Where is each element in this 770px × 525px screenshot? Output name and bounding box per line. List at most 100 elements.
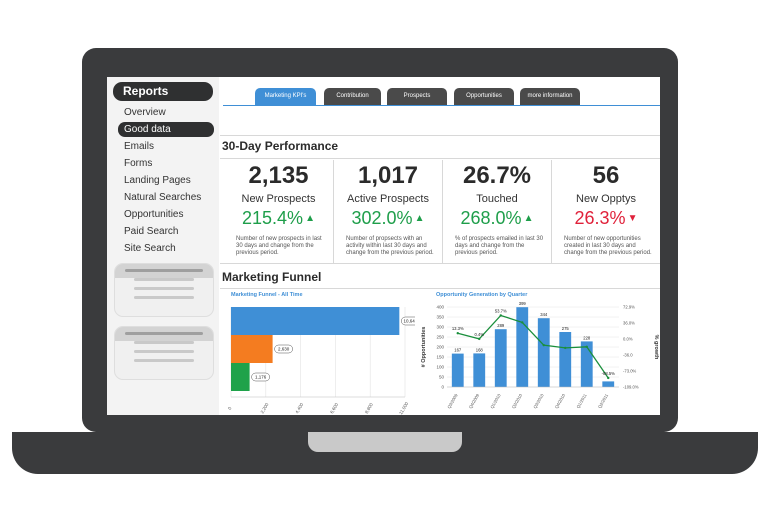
x-tick-label: 11,000 [398,401,409,415]
kpi-value: 26.7% [462,162,532,189]
kpi-card: 26.7% Touched 268.0% ▲ % of prospects emaile… [443,160,552,263]
data-label-box [401,316,415,326]
x-tick-label: Q2/2010 [511,392,524,409]
funnel-bar [231,363,250,391]
growth-value-label: 53.7% [495,308,507,313]
kpi-change: 26.3% ▼ [574,208,638,228]
bar [559,332,572,387]
growth-point [521,321,524,324]
kpi-value: 2,135 [248,162,309,189]
kpi-change: 302.0% ▲ [351,208,425,228]
y-tick-label: 250 [436,335,444,340]
bar-value-label: 399 [519,301,527,306]
data-label-box [251,372,270,382]
x-tick-label: Q3/2009 [446,392,459,409]
growth-point [564,346,567,350]
tab-contribution[interactable]: Contribution [324,88,381,105]
divider [220,288,660,289]
y2-tick-label: 0.0% [623,337,633,342]
x-tick-label: 4,400 [294,402,304,415]
x-tick-label: Q3/2010 [532,392,545,409]
kpi-card: 1,017 Active Prospects 302.0% ▲ Number of pr… [334,160,443,263]
bar [473,353,486,387]
funnel-bar [231,307,400,335]
sidebar-item-forms[interactable]: Forms [124,158,153,169]
sidebar-item-landing-pages[interactable]: Landing Pages [124,175,191,186]
growth-value-label: 13.3% [452,326,464,331]
funnel-bar [231,335,273,363]
y-tick-label: 350 [436,315,444,320]
bar-value-label: 289 [497,323,505,328]
bar [494,329,507,387]
kpi-label: New Prospects [241,193,316,205]
kpi-description: Number of new opportunities created in l… [564,236,652,256]
kpi-description: Number of propsects with an activity wit… [346,236,434,256]
kpi-value: 1,017 [357,162,419,189]
sidebar-card-2 [114,326,214,380]
kpi-description: Number of new prospects in last 30 days … [236,236,322,256]
sidebar-item-paid-search[interactable]: Paid Search [124,226,179,237]
y-tick-label: 200 [436,345,444,350]
divider [220,263,660,264]
kpi-label: Touched [476,193,518,205]
data-label-box [274,344,293,354]
opportunity-chart-title: Opportunity Generation by Quarter [436,292,528,298]
y-tick-label: 150 [436,355,444,360]
sidebar-item-good-data[interactable]: Good data [118,122,214,137]
data-label: 1,176 [255,375,267,380]
sidebar: Reports Overview Good data Emails Forms Land… [107,77,219,415]
x-tick-label: Q1/2010 [489,392,502,409]
kpi-description: % of prospects emailed in last 30 days a… [455,236,544,256]
y2-tick-label: -109.0% [623,385,639,390]
growth-point [542,343,545,347]
growth-point [585,345,588,349]
sidebar-title: Reports [113,82,213,101]
y-axis-label: # Opportunities [421,327,427,368]
bar [580,341,593,387]
data-label: 2,630 [278,347,290,352]
sidebar-item-overview[interactable]: Overview [124,107,166,118]
growth-value-label: 0.4% [474,332,484,337]
tab-more-information[interactable]: more information [520,88,580,105]
growth-line [457,314,609,379]
kpi-label: Active Prospects [347,193,429,205]
sidebar-item-natural-searches[interactable]: Natural Searches [124,192,202,203]
kpi-card: 56 New Opptys 26.3% ▼ Number of new opportun… [552,160,660,263]
y2-tick-label: 72.9% [623,305,635,310]
laptop-notch [308,432,462,452]
bar [451,353,464,387]
tab-opportunities[interactable]: Opportunities [454,88,514,105]
section-title-performance: 30-Day Performance [222,139,339,153]
bar-value-label: 167 [454,348,462,353]
sidebar-item-site-search[interactable]: Site Search [124,243,176,254]
y-tick-label: 50 [439,375,445,380]
x-tick-label: 8,800 [364,402,374,415]
x-tick-label: Q4/2010 [554,392,567,409]
kpi-card: 2,135 New Prospects 215.4% ▲ Number of new p… [224,160,334,263]
sidebar-item-emails[interactable]: Emails [124,141,155,152]
x-tick-label: 0 [227,405,233,410]
x-tick-label: Q2/2011 [597,392,610,409]
tabs-underline [223,105,660,106]
sidebar-card-1 [114,263,214,317]
y2-tick-label: -36.0 [623,353,633,358]
bar [516,307,529,387]
y-tick-label: 400 [436,305,444,310]
sidebar-item-opportunities[interactable]: Opportunities [124,209,184,220]
growth-point [607,376,610,380]
x-tick-label: Q4/2009 [468,392,481,409]
screen: Reports Overview Good data Emails Forms Land… [107,77,660,415]
growth-point [478,337,481,341]
x-tick-label: 6,600 [329,402,339,415]
growth-point [499,314,502,317]
arrow-up-icon: ▲ [305,213,315,224]
divider [220,158,660,159]
growth-value-label: -88.5% [602,371,616,376]
divider [220,135,660,136]
tab-marketing-kpi-s[interactable]: Marketing KPI's [255,88,316,105]
tab-prospects[interactable]: Prospects [387,88,447,105]
y-tick-label: 300 [436,325,444,330]
x-tick-label: 2,200 [260,402,270,415]
bar-value-label: 344 [540,312,548,317]
y2-axis-label: % growth [653,335,659,360]
